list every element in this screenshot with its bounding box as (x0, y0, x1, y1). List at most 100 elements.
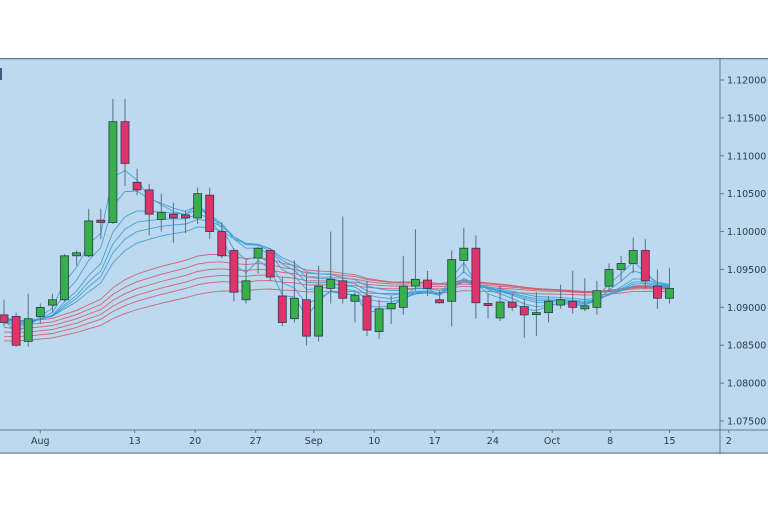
candle-body (338, 280, 348, 299)
plot-background (0, 58, 768, 454)
bullish-candle (556, 284, 565, 309)
chart-canvas[interactable]: 1.12000 1.11500 1.11000 1.10500 1.10000 1.095… (0, 57, 768, 454)
candle-body (168, 213, 178, 219)
candle-body (253, 247, 263, 259)
candle-body (217, 231, 227, 257)
candle-body (289, 297, 299, 320)
bullish-candle (108, 98, 118, 224)
bullish-candle (48, 293, 57, 313)
candle-body (459, 247, 469, 261)
candle-body (11, 316, 21, 346)
bullish-candle (665, 267, 674, 304)
price-tick-label: 1.10000 (727, 227, 766, 238)
time-tick-label: 2 (726, 436, 732, 447)
candle-body (72, 252, 81, 257)
price-tick-label: 1.08000 (727, 379, 766, 390)
bearish-candle (265, 248, 275, 281)
price-tick-label: 1.10500 (727, 189, 766, 200)
bearish-candle (423, 270, 432, 296)
bullish-candle (35, 303, 45, 325)
candle-body (544, 300, 553, 314)
candle-body (350, 294, 360, 302)
bearish-candle (181, 210, 190, 234)
ema-long-line (3, 280, 670, 338)
bullish-candle (326, 231, 336, 304)
candle-body (60, 255, 69, 301)
candle-body (532, 312, 541, 316)
bearish-candle (217, 222, 227, 259)
bullish-candle (289, 260, 299, 323)
candle-body (326, 278, 336, 289)
price-axis[interactable]: 1.12000 1.11500 1.11000 1.10500 1.10000 1.095… (720, 76, 766, 428)
price-tick-label: 1.07500 (727, 417, 766, 428)
ema-long-line (3, 274, 670, 333)
bearish-candle (229, 248, 239, 302)
candle-body (592, 290, 602, 308)
ema-long-ribbon (3, 254, 670, 342)
ema-long-line (3, 268, 670, 329)
bearish-candle (120, 98, 130, 187)
time-tick-label: 10 (368, 436, 380, 447)
bullish-candle (495, 286, 505, 321)
price-tick-label: 1.11000 (727, 151, 766, 162)
candle-body (398, 285, 408, 308)
candle-body (277, 295, 287, 323)
bearish-candle (568, 270, 578, 314)
bullish-candle (350, 292, 360, 323)
candle-body (653, 285, 662, 299)
candle-body (229, 250, 239, 293)
time-axis[interactable]: Aug 13 20 27 Sep 10 17 24 Oct 8 15 2 (31, 430, 732, 447)
time-tick-label: 24 (487, 436, 499, 447)
candle-body (108, 121, 118, 223)
candle-body (156, 212, 166, 220)
candle-body (568, 300, 578, 308)
candle-body (386, 303, 396, 310)
bullish-candle (72, 250, 81, 266)
bullish-candle (193, 187, 203, 224)
bullish-candle (410, 229, 420, 291)
bullish-candle (314, 265, 324, 342)
price-tick-label: 1.09000 (727, 303, 766, 314)
candle-body (96, 219, 106, 223)
bullish-candle (241, 260, 251, 304)
price-chart[interactable]: 1.12000 1.11500 1.11000 1.10500 1.10000 1.095… (0, 57, 768, 454)
bullish-candle (544, 295, 553, 323)
bullish-candle (374, 299, 384, 340)
candle-body (519, 306, 529, 316)
time-tick-label: Sep (305, 436, 323, 447)
bearish-candle (205, 187, 215, 240)
candle-body (205, 194, 215, 232)
candle-body (410, 278, 420, 287)
time-tick-label: 27 (250, 436, 262, 447)
candle-body (435, 299, 445, 304)
candle-body (423, 279, 432, 289)
bearish-candle (507, 293, 517, 312)
candle-body (0, 314, 9, 323)
bullish-candle (459, 227, 469, 274)
bearish-candle (168, 202, 178, 243)
bullish-candle (447, 250, 457, 327)
candle-body (302, 299, 311, 337)
ema-short-line (3, 218, 670, 323)
candle-body (616, 262, 626, 270)
bearish-candle (144, 183, 154, 236)
price-tick-label: 1.11500 (727, 113, 766, 124)
candle-body (507, 301, 517, 308)
candle-body (447, 259, 457, 302)
bearish-candle (96, 208, 106, 240)
bearish-candle (519, 298, 529, 338)
candle-body (314, 285, 324, 337)
candle-body (120, 121, 130, 164)
candle-body (265, 250, 275, 278)
bullish-candle (592, 280, 602, 315)
bearish-candle (653, 269, 662, 309)
candlestick-series (0, 98, 674, 347)
bullish-candle (23, 293, 33, 347)
bearish-candle (338, 216, 348, 304)
candle-body (241, 280, 251, 301)
candle-body (374, 308, 384, 332)
candle-body (193, 193, 203, 219)
time-tick-label: 8 (607, 436, 613, 447)
bullish-candle (386, 295, 396, 325)
candle-body (665, 287, 674, 299)
